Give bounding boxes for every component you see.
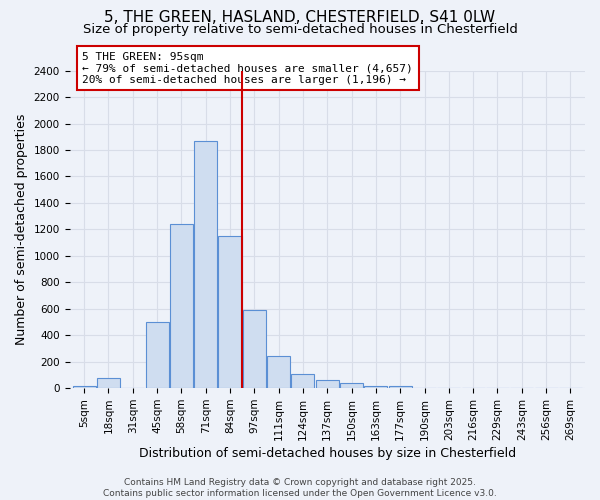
Bar xyxy=(170,224,193,388)
Y-axis label: Number of semi-detached properties: Number of semi-detached properties xyxy=(15,114,28,345)
Bar xyxy=(389,386,412,388)
Bar xyxy=(73,386,95,388)
Bar xyxy=(364,386,388,388)
Text: 5, THE GREEN, HASLAND, CHESTERFIELD, S41 0LW: 5, THE GREEN, HASLAND, CHESTERFIELD, S41… xyxy=(104,10,496,25)
Bar xyxy=(243,310,266,388)
Bar xyxy=(292,374,314,388)
Bar xyxy=(194,140,217,388)
Bar xyxy=(267,356,290,388)
Bar xyxy=(146,322,169,388)
Bar xyxy=(218,236,242,388)
Text: Size of property relative to semi-detached houses in Chesterfield: Size of property relative to semi-detach… xyxy=(83,22,517,36)
X-axis label: Distribution of semi-detached houses by size in Chesterfield: Distribution of semi-detached houses by … xyxy=(139,447,516,460)
Text: Contains HM Land Registry data © Crown copyright and database right 2025.
Contai: Contains HM Land Registry data © Crown c… xyxy=(103,478,497,498)
Text: 5 THE GREEN: 95sqm
← 79% of semi-detached houses are smaller (4,657)
20% of semi: 5 THE GREEN: 95sqm ← 79% of semi-detache… xyxy=(82,52,413,84)
Bar xyxy=(340,383,363,388)
Bar xyxy=(97,378,120,388)
Bar xyxy=(316,380,339,388)
